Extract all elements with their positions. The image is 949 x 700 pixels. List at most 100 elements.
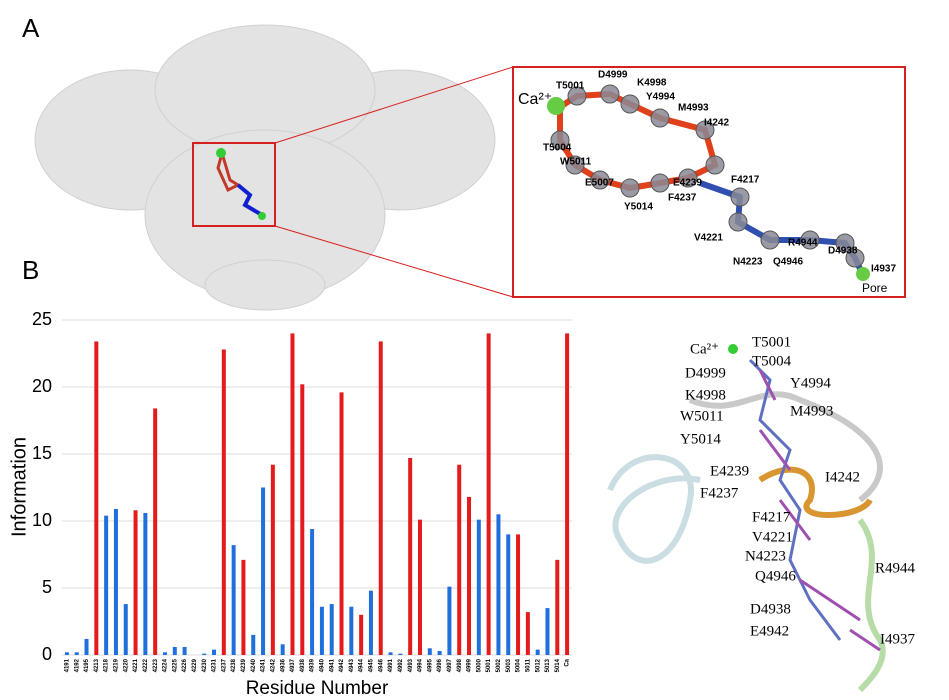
ca-ball (547, 97, 565, 115)
bar (476, 519, 481, 655)
bar (359, 614, 364, 655)
residue-label: E5007 (585, 178, 614, 189)
x-tick-label: 4221 (133, 658, 139, 672)
x-tick-label: 4942 (339, 658, 345, 672)
x-tick-label: 4237 (221, 658, 227, 672)
bar (398, 653, 403, 655)
bar (516, 534, 521, 655)
bar (565, 333, 570, 655)
residue-label: I4242 (825, 469, 860, 485)
residue-label: V4221 (694, 233, 723, 244)
residue-label: Y4994 (646, 92, 675, 103)
x-tick-label: 4220 (123, 658, 129, 672)
bar (496, 514, 501, 655)
pore-ball (856, 267, 870, 281)
bar (261, 487, 266, 655)
residue-ball (728, 212, 748, 232)
residue-ball (695, 120, 715, 140)
residue-label: E4239 (673, 178, 702, 189)
residue-label: E4942 (750, 623, 789, 639)
x-tick-label: 5011 (525, 658, 531, 672)
x-tick-label: 4213 (94, 658, 100, 672)
residue-ball (620, 178, 640, 198)
bar (84, 638, 89, 655)
bar (162, 652, 167, 655)
residue-label: Y5014 (680, 431, 721, 447)
bar (535, 649, 540, 655)
residue-label: F4237 (700, 485, 739, 501)
residue-ball (650, 173, 670, 193)
ca-ball (216, 148, 226, 158)
bar (280, 644, 285, 655)
residue-ball (567, 86, 587, 106)
bar (545, 608, 550, 655)
bar (133, 510, 138, 655)
residue-label: R4944 (788, 238, 818, 249)
x-tick-label: 5014 (555, 658, 561, 672)
residue-ball (705, 155, 725, 175)
bar (290, 333, 295, 655)
bar (319, 606, 324, 655)
x-tick-label: 4944 (359, 658, 365, 672)
bar (231, 545, 236, 655)
residue-label: T5001 (556, 81, 585, 92)
x-tick-label: 4938 (300, 658, 306, 672)
residue-ball (620, 94, 640, 114)
bar (221, 349, 226, 655)
y-axis-label: Information (8, 437, 30, 537)
y-tick-label: 0 (42, 644, 52, 664)
bar (300, 384, 305, 655)
bar (153, 408, 158, 655)
x-tick-label: 4224 (163, 658, 169, 672)
x-tick-label: 4239 (241, 658, 247, 672)
zoom-box-small (192, 142, 276, 227)
x-tick-label: 4946 (378, 658, 384, 672)
bar (467, 496, 472, 655)
x-tick-label: 4997 (447, 658, 453, 672)
residue-label: R4944 (875, 560, 916, 576)
x-tick-label: 4218 (104, 658, 110, 672)
residue-label: F4237 (668, 193, 697, 204)
x-tick-label: 4993 (408, 658, 414, 672)
bar (378, 341, 383, 655)
bar (417, 519, 422, 655)
residue-ball (835, 233, 855, 253)
x-tick-label: Ca (565, 658, 571, 666)
residue-label: M4993 (678, 103, 709, 114)
x-tick-label: 5001 (486, 658, 492, 672)
residue-label: D4938 (828, 246, 858, 257)
residue-ball (650, 108, 670, 128)
bar (329, 604, 334, 655)
bar (368, 590, 373, 655)
bar (339, 392, 344, 655)
bar (506, 534, 511, 655)
x-tick-label: 4936 (280, 658, 286, 672)
residue-label: Ca²⁺ (518, 91, 552, 108)
x-tick-label: 4223 (153, 658, 159, 672)
bar (388, 652, 393, 655)
bar (447, 586, 452, 655)
residue-ball (730, 187, 750, 207)
bar (270, 464, 275, 655)
residue-label: D4938 (750, 601, 791, 617)
x-tick-label: 4238 (231, 658, 237, 672)
x-tick-label: 4941 (329, 658, 335, 672)
residue-ball (590, 170, 610, 190)
x-tick-label: 5002 (496, 658, 502, 672)
bar (202, 653, 207, 655)
x-tick-label: 4241 (261, 658, 267, 672)
y-tick-label: 20 (32, 376, 52, 396)
residue-label: W5011 (680, 408, 724, 424)
x-tick-label: 4192 (74, 658, 80, 672)
residue-label: T5001 (752, 334, 791, 350)
residue-label: N4223 (745, 548, 786, 564)
x-tick-label: 4225 (172, 658, 178, 672)
x-tick-label: 4945 (369, 658, 375, 672)
y-tick-label: 15 (32, 443, 52, 463)
x-tick-label: 4995 (427, 658, 433, 672)
x-tick-label: 4226 (182, 658, 188, 672)
x-tick-label: 4996 (437, 658, 443, 672)
x-tick-label: 4940 (319, 658, 325, 672)
residue-ball (800, 230, 820, 250)
